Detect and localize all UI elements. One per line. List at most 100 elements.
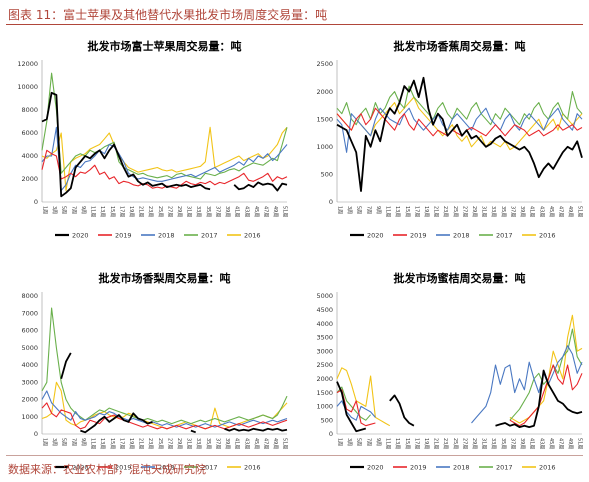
- y-tick-label: 8000: [21, 292, 38, 300]
- x-tick-label: 21周: [138, 206, 144, 217]
- x-tick-label: 17周: [118, 206, 124, 217]
- x-tick-label: 13周: [99, 438, 105, 449]
- series-line-2019-fuji-apple: [41, 149, 288, 189]
- series-line-2017-fuji-apple: [41, 72, 288, 180]
- x-tick-label: 51周: [577, 206, 583, 217]
- chart-title: 批发市场香梨周交易量：吨: [99, 271, 231, 285]
- x-tick-label: 19周: [423, 438, 429, 449]
- x-tick-label: 5周: [356, 206, 362, 214]
- x-tick-label: 47周: [262, 438, 268, 449]
- x-tick-label: 9周: [80, 206, 86, 214]
- y-tick-label: 6000: [21, 327, 38, 335]
- x-tick-label: 27周: [461, 206, 467, 217]
- x-tick-label: 47周: [557, 438, 563, 449]
- x-tick-label: 49周: [567, 438, 573, 449]
- y-tick-label: 500: [321, 416, 333, 424]
- y-tick-label: 10000: [17, 83, 38, 91]
- x-tick-label: 13周: [99, 206, 105, 217]
- x-tick-label: 31周: [481, 206, 487, 217]
- y-tick-label: 8000: [21, 106, 38, 114]
- figure-source: 数据来源：农业农村部，混沌天成研究院: [8, 463, 206, 476]
- x-tick-label: 45周: [548, 438, 554, 449]
- y-tick-label: 5000: [21, 344, 38, 352]
- x-tick-label: 39周: [519, 438, 525, 449]
- chart-panel-fuji-apple: 批发市场富士苹果周交易量：吨 0 2000 4000 6000 8000 10000 1200…: [17, 39, 287, 239]
- x-tick-label: 33周: [490, 206, 496, 217]
- legend-label-2017: 2017: [496, 463, 513, 471]
- y-tick-label: 2000: [316, 88, 333, 96]
- x-tick-label: 17周: [118, 438, 124, 449]
- y-tick-label: 0: [329, 430, 333, 438]
- legend-label-2019: 2019: [410, 463, 427, 471]
- x-tick-label: 17周: [413, 438, 419, 449]
- x-tick-label: 35周: [500, 438, 506, 449]
- x-tick-label: 23周: [442, 438, 448, 449]
- y-tick-label: 1000: [316, 403, 333, 411]
- x-tick-label: 33周: [195, 438, 201, 449]
- x-tick-label: 3周: [346, 438, 352, 446]
- y-tick-label: 1000: [316, 143, 333, 151]
- legend-label-2019: 2019: [115, 463, 132, 471]
- x-tick-label: 25周: [452, 206, 458, 217]
- y-tick-label: 2500: [316, 60, 333, 68]
- legend-label-2019: 2019: [115, 231, 132, 239]
- x-tick-label: 9周: [375, 438, 381, 446]
- x-tick-label: 43周: [538, 206, 544, 217]
- y-tick-label: 3000: [316, 347, 333, 355]
- x-tick-label: 49周: [272, 438, 278, 449]
- x-tick-label: 35周: [500, 206, 506, 217]
- y-tick-label: 2500: [316, 361, 333, 369]
- legend-label-2019: 2019: [410, 231, 427, 239]
- x-tick-label: 37周: [509, 438, 515, 449]
- series-line-2019-pear: [41, 402, 288, 430]
- series-line-2016-mandarin: [336, 314, 583, 427]
- series-line-2017-pear: [41, 307, 288, 425]
- x-tick-label: 7周: [70, 438, 76, 446]
- y-tick-label: 0: [329, 198, 333, 206]
- x-tick-label: 43周: [538, 438, 544, 449]
- y-tick-label: 4000: [21, 152, 38, 160]
- series-line-2018-mandarin: [336, 345, 583, 424]
- x-tick-label: 9周: [80, 438, 86, 446]
- x-tick-label: 7周: [365, 438, 371, 446]
- y-tick-label: 5000: [316, 292, 333, 300]
- x-tick-label: 17周: [413, 206, 419, 217]
- x-tick-label: 1周: [337, 206, 343, 214]
- y-tick-label: 7000: [21, 309, 38, 317]
- x-tick-label: 31周: [481, 438, 487, 449]
- x-tick-label: 37周: [214, 438, 220, 449]
- x-tick-label: 41周: [529, 206, 535, 217]
- x-tick-label: 39周: [519, 206, 525, 217]
- chart-panel-pear: 批发市场香梨周交易量：吨 0 1000 2000 3000 4000 5000 6000 700…: [21, 271, 287, 471]
- legend-label-2020: 2020: [367, 463, 384, 471]
- x-tick-label: 35周: [205, 206, 211, 217]
- x-tick-label: 29周: [176, 438, 182, 449]
- x-tick-label: 23周: [147, 438, 153, 449]
- y-tick-label: 4000: [21, 361, 38, 369]
- chart-panel-mandarin: 批发市场蜜桔周交易量：吨 0 500 1000 1500 2000 2500 3000 3500…: [316, 271, 582, 471]
- x-tick-label: 31周: [186, 438, 192, 449]
- x-tick-label: 11周: [90, 438, 96, 449]
- x-tick-label: 3周: [346, 206, 352, 214]
- x-tick-label: 51周: [282, 438, 288, 449]
- series-line-2017-mandarin: [336, 328, 583, 421]
- x-tick-label: 15周: [109, 438, 115, 449]
- series-line-2018-banana: [336, 107, 583, 153]
- series-line-2019-banana: [336, 107, 583, 137]
- y-tick-label: 12000: [17, 60, 38, 68]
- x-tick-label: 29周: [176, 206, 182, 217]
- x-tick-label: 25周: [157, 206, 163, 217]
- x-tick-label: 25周: [452, 438, 458, 449]
- y-tick-label: 0: [34, 430, 38, 438]
- x-tick-label: 33周: [195, 206, 201, 217]
- x-tick-label: 21周: [138, 438, 144, 449]
- legend-label-2016: 2016: [539, 463, 556, 471]
- x-tick-label: 33周: [490, 438, 496, 449]
- x-tick-label: 47周: [557, 206, 563, 217]
- x-tick-label: 21周: [433, 438, 439, 449]
- x-tick-label: 25周: [157, 438, 163, 449]
- legend-label-2020: 2020: [72, 463, 89, 471]
- x-tick-label: 41周: [234, 206, 240, 217]
- x-tick-label: 41周: [234, 438, 240, 449]
